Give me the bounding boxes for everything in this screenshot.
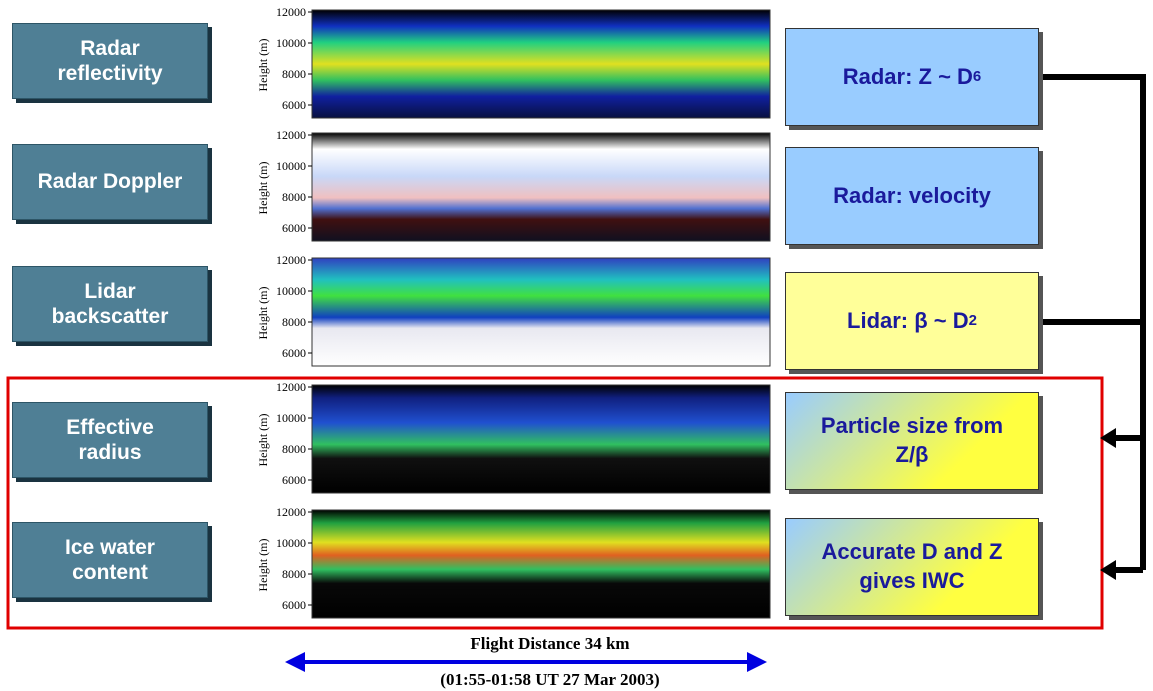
tick-label: 12000 [276,5,306,19]
tick-label: 6000 [282,221,306,235]
profile-image [312,258,770,366]
row-label: Radar Doppler [12,144,208,220]
tick-label: 10000 [276,159,306,173]
profile-image [312,510,770,618]
method-text: Particle size from Z/β [816,412,1008,469]
y-axis-label: Height (m) [256,162,270,215]
y-axis-label: Height (m) [256,414,270,467]
method-box: Radar: velocity [785,147,1039,245]
method-box: Accurate D and Z gives IWC [785,518,1039,616]
tick-label: 12000 [276,253,306,267]
method-text: Lidar: β ~ D [847,307,969,336]
row-label: Ice water content [12,522,208,598]
tick-label: 10000 [276,284,306,298]
tick-label: 6000 [282,346,306,360]
footer-line: (01:55-01:58 UT 27 Mar 2003) [300,670,800,690]
tick-label: 10000 [276,411,306,425]
tick-label: 6000 [282,473,306,487]
tick-label: 8000 [282,315,306,329]
tick-label: 6000 [282,598,306,612]
arrow-head [747,652,767,672]
exponent: 6 [973,67,981,87]
y-axis-label: Height (m) [256,539,270,592]
row-label: Radar reflectivity [12,23,208,99]
profile-image [312,133,770,241]
y-axis-label: Height (m) [256,39,270,92]
row-label: Effective radius [12,402,208,478]
connector [1112,438,1143,570]
tick-label: 8000 [282,442,306,456]
tick-label: 6000 [282,98,306,112]
y-axis-label: Height (m) [256,287,270,340]
profile-image [312,385,770,493]
method-text: Accurate D and Z gives IWC [816,538,1008,595]
method-box: Particle size from Z/β [785,392,1039,490]
method-text: Radar: velocity [833,182,991,211]
connector [1040,77,1143,570]
tick-label: 12000 [276,380,306,394]
tick-label: 12000 [276,505,306,519]
tick-label: 10000 [276,536,306,550]
tick-label: 8000 [282,567,306,581]
arrow-head [285,652,305,672]
profile-image [312,10,770,118]
exponent: 2 [969,311,977,331]
page: Height (m) 12000 10000 8000 6000 Height (m) 12… [0,0,1153,691]
row-label: Lidar backscatter [12,266,208,342]
tick-label: 10000 [276,36,306,50]
tick-label: 8000 [282,190,306,204]
tick-label: 12000 [276,128,306,142]
footer-line: Flight Distance 34 km [300,634,800,654]
method-text: Radar: Z ~ D [843,63,973,92]
tick-label: 8000 [282,67,306,81]
